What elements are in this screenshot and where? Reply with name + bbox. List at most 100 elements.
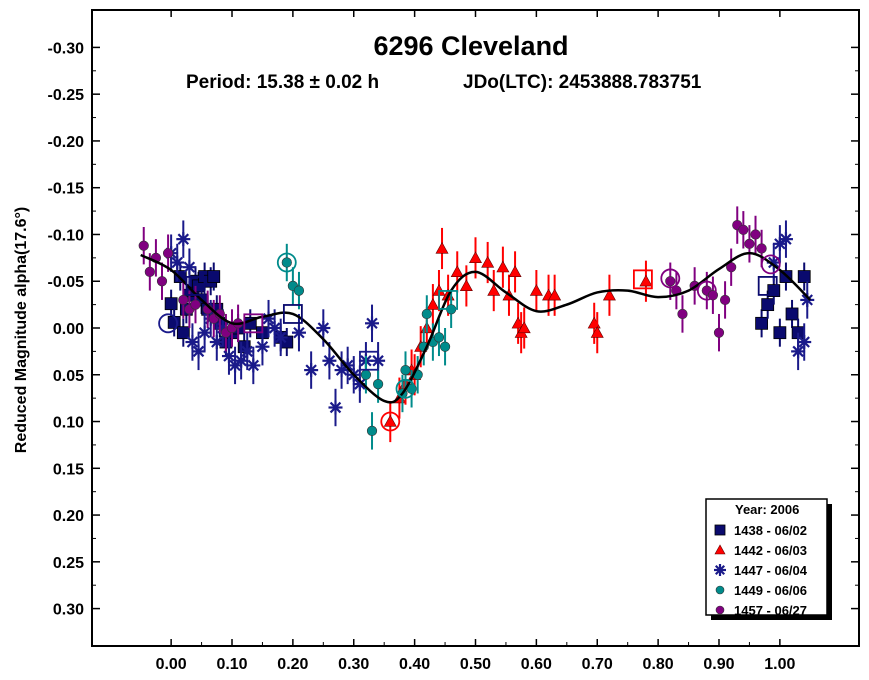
open-circle-marker <box>696 280 717 301</box>
legend-entry-label: 1442 - 06/03 <box>734 543 807 558</box>
square-marker <box>797 270 811 283</box>
star-marker <box>365 316 380 331</box>
triangle-marker <box>459 279 473 292</box>
y-tick-label: 0.30 <box>53 602 84 619</box>
circle-marker <box>738 224 749 235</box>
circle-marker <box>750 229 761 240</box>
legend-title: Year: 2006 <box>735 502 799 517</box>
triangle-marker <box>602 288 616 301</box>
y-tick-label: -0.30 <box>48 40 85 57</box>
x-tick-label: 0.40 <box>399 656 430 673</box>
y-tick-label: 0.15 <box>53 461 84 478</box>
triangle-marker <box>590 326 604 338</box>
triangle-marker <box>468 251 483 263</box>
x-tick-label: 0.60 <box>521 656 552 673</box>
circle-marker <box>366 425 378 436</box>
circle-marker <box>677 308 688 320</box>
star-stroke <box>235 355 247 367</box>
star-marker <box>791 344 806 359</box>
legend-items: 1438 - 06/02 1442 - 06/03 1447 - 06/04 1449… <box>714 523 808 618</box>
square-marker <box>761 298 775 312</box>
circle-marker <box>744 238 755 249</box>
open-circle-marker <box>276 252 297 273</box>
x-tick-label: 0.70 <box>582 656 613 673</box>
star-stroke <box>274 331 287 344</box>
x-tick-label: 0.10 <box>216 656 247 673</box>
legend-entry-label: 1447 - 06/04 <box>734 563 808 578</box>
x-tick-label: 0.90 <box>703 656 734 673</box>
star-stroke <box>211 336 223 348</box>
triangle-marker <box>383 414 397 427</box>
circle-marker <box>713 327 725 338</box>
star-stroke <box>323 355 336 367</box>
y-tick-label: -0.20 <box>48 134 85 151</box>
circle-marker <box>421 308 432 320</box>
open-circle-marker <box>760 254 781 275</box>
legend: Year: 2006 1438 - 06/02 1442 - 06/03 1447 … <box>705 498 832 620</box>
x-tick-label: 0.20 <box>277 656 308 673</box>
square-marker <box>176 326 190 340</box>
open-circle-marker <box>395 378 416 399</box>
circle-marker <box>178 294 189 306</box>
open-square-marker <box>282 304 303 324</box>
open-square-marker <box>243 313 264 334</box>
open-square-marker <box>757 276 778 296</box>
star-stroke <box>293 326 305 339</box>
star-stroke <box>198 326 211 339</box>
star-marker <box>714 564 726 576</box>
ticks-layer: 0.00 0.10 0.20 0.30 0.40 0.50 0.60 0.70 0.80 0.90… <box>48 10 859 673</box>
star-stroke <box>268 322 281 334</box>
circle-marker <box>726 262 737 273</box>
legend-box <box>705 498 828 616</box>
legend-entry-label: 1438 - 06/02 <box>734 523 807 538</box>
star-marker <box>221 349 236 364</box>
triangle-marker <box>548 288 562 301</box>
open-square-marker <box>438 290 459 310</box>
triangle-marker <box>481 255 495 268</box>
circle-marker <box>144 266 155 277</box>
triangle-marker <box>496 260 510 273</box>
star-marker <box>176 232 191 247</box>
series-1457 <box>138 206 767 352</box>
open-circle-marker <box>660 268 681 289</box>
star-marker <box>191 344 206 359</box>
star-stroke <box>798 336 810 348</box>
open-square-marker <box>633 269 653 290</box>
star-marker <box>197 325 212 340</box>
x-tick-label: 0.00 <box>156 656 187 673</box>
circle-marker <box>138 240 149 251</box>
triangle-marker <box>714 544 726 555</box>
star-stroke <box>714 564 726 576</box>
y-tick-label: 0.10 <box>53 415 84 432</box>
star-stroke <box>366 317 378 330</box>
epoch-text: JDo(LTC): 2453888.783751 <box>463 72 702 93</box>
star-marker <box>240 344 255 359</box>
square-marker <box>164 297 178 311</box>
square-marker <box>207 270 221 283</box>
triangle-marker <box>435 241 449 254</box>
triangle-marker <box>529 283 543 296</box>
legend-entry-label: 1449 - 06/06 <box>734 583 807 598</box>
y-tick-label: 0.00 <box>53 321 84 338</box>
y-tick-label: -0.15 <box>48 181 85 198</box>
triangle-marker <box>639 274 653 287</box>
star-marker <box>185 335 200 350</box>
y-tick-label: 0.25 <box>53 555 84 572</box>
circle-marker <box>719 294 731 306</box>
circle-marker <box>360 369 372 380</box>
circle-marker <box>373 379 384 390</box>
triangle-marker <box>517 321 531 334</box>
circle-marker <box>439 341 451 352</box>
circle-marker <box>281 257 292 268</box>
square-marker <box>785 307 799 321</box>
star-marker <box>778 232 793 247</box>
star-marker <box>170 255 185 270</box>
period-text: Period: 15.38 ± 0.02 h <box>186 72 379 93</box>
circle-marker <box>665 276 676 287</box>
square-marker <box>755 316 769 330</box>
triangle-marker <box>487 283 501 296</box>
chart-title: 6296 Cleveland <box>373 31 568 61</box>
star-marker <box>267 321 282 335</box>
y-tick-label: -0.05 <box>48 274 85 291</box>
open-square-marker <box>359 350 379 371</box>
